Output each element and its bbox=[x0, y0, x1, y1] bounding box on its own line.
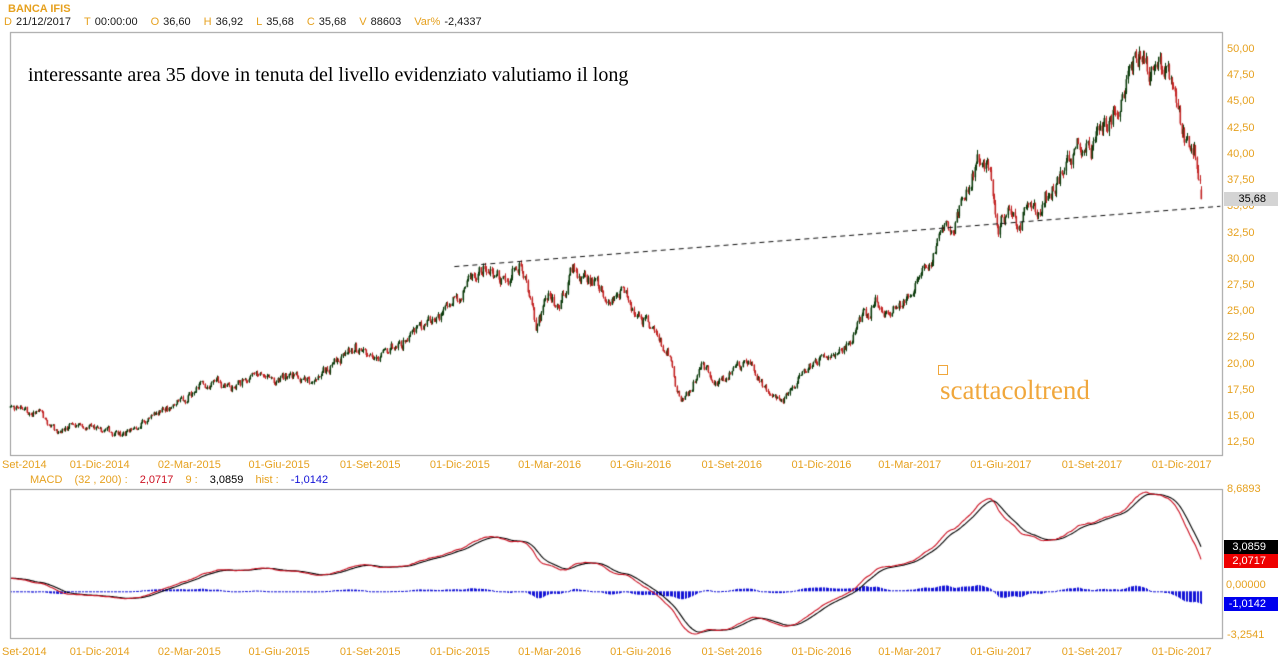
date-axis-label: 01-Dic-2015 bbox=[429, 459, 490, 471]
macd-hist-tag: -1,0142 bbox=[1224, 597, 1278, 611]
date-axis-label: 01-Dic-2017 bbox=[1151, 459, 1212, 471]
quote-field: T 00:00:00 bbox=[84, 16, 138, 28]
quote-field-value: 88603 bbox=[370, 16, 402, 28]
date-axis-label: 01-Giu-2016 bbox=[610, 459, 672, 471]
price-axis-label: 40,00 bbox=[1227, 147, 1255, 160]
macd-axis-zero-label: 0,00000 bbox=[1226, 579, 1266, 591]
quote-field-label: T bbox=[84, 16, 91, 28]
quote-field-label: O bbox=[150, 16, 160, 28]
date-axis-label: 01-Mar-2016 bbox=[518, 646, 582, 658]
quote-field-label: C bbox=[306, 16, 315, 28]
macd-signal-prefix: 9 : bbox=[185, 474, 198, 486]
date-axis-label: 01-Set-2016 bbox=[701, 646, 763, 658]
chart-annotation-text: interessante area 35 dove in tenuta del … bbox=[28, 64, 629, 86]
date-axis-label: 01-Giu-2017 bbox=[970, 459, 1032, 471]
watermark-square-icon bbox=[938, 365, 948, 375]
quote-field-value: 36,60 bbox=[163, 16, 191, 28]
date-axis-label: 01-Dic-2014 bbox=[69, 646, 130, 658]
date-axis-label: 01-Giu-2015 bbox=[248, 646, 310, 658]
quote-field: L 35,68 bbox=[256, 16, 294, 28]
macd-value: 2,0717 bbox=[139, 474, 174, 486]
date-axis-label: 01-Dic-2014 bbox=[69, 459, 130, 471]
quote-field: D 21/12/2017 bbox=[4, 16, 71, 28]
date-axis-label: Set-2014 bbox=[2, 646, 47, 658]
price-axis-label: 30,00 bbox=[1227, 252, 1255, 265]
price-axis-label: 27,50 bbox=[1227, 278, 1255, 291]
quote-field-label: D bbox=[4, 16, 12, 28]
quote-field-value: 35,68 bbox=[318, 16, 347, 28]
date-axis-label: Set-2014 bbox=[2, 459, 47, 471]
price-axis-label: 37,50 bbox=[1227, 174, 1255, 187]
price-axis-label: 22,50 bbox=[1227, 331, 1255, 344]
price-axis-label: 50,00 bbox=[1227, 43, 1255, 55]
date-axis-label: 01-Giu-2016 bbox=[610, 646, 672, 658]
price-axis-label: 47,50 bbox=[1227, 69, 1255, 82]
date-axis-label: 01-Set-2015 bbox=[339, 459, 401, 471]
quote-field: V 88603 bbox=[359, 16, 401, 28]
quote-field-value: -2,4337 bbox=[444, 16, 482, 28]
date-axis-label: 02-Mar-2015 bbox=[157, 459, 221, 471]
date-axis-label: 01-Giu-2015 bbox=[248, 459, 310, 471]
date-axis-label: 01-Dic-2016 bbox=[791, 459, 852, 471]
macd-axis-max-label: 8,6893 bbox=[1227, 483, 1261, 495]
macd-title: MACD bbox=[30, 474, 63, 486]
price-axis-label: 32,50 bbox=[1227, 226, 1255, 239]
price-axis-label: 17,50 bbox=[1227, 383, 1255, 396]
date-axis-label: 01-Dic-2017 bbox=[1151, 646, 1212, 658]
quote-field-label: V bbox=[359, 16, 367, 28]
date-axis-label: 01-Giu-2017 bbox=[970, 646, 1032, 658]
quote-field-value: 00:00:00 bbox=[94, 16, 138, 28]
macd-hist-prefix: hist : bbox=[255, 474, 279, 486]
quote-field: Var% -2,4337 bbox=[414, 16, 481, 28]
price-axis-label: 25,00 bbox=[1227, 305, 1255, 318]
macd-axis-min-label: -3,2541 bbox=[1227, 629, 1265, 641]
date-axis-label: 01-Set-2015 bbox=[339, 646, 401, 658]
macd-indicator-header: MACD (32 , 200) : 2,0717 9 : 3,0859 hist… bbox=[30, 474, 337, 486]
date-axis-label: 01-Set-2017 bbox=[1061, 646, 1123, 658]
quote-field: O 36,60 bbox=[151, 16, 191, 28]
date-axis-label: 02-Mar-2015 bbox=[157, 646, 221, 658]
macd-signal-value: 3,0859 bbox=[209, 474, 244, 486]
date-axis-label: 01-Dic-2016 bbox=[791, 646, 852, 658]
macd-signal-tag: 3,0859 bbox=[1224, 540, 1278, 554]
macd-hist-value: -1,0142 bbox=[290, 474, 329, 486]
price-axis-label: 12,50 bbox=[1227, 436, 1255, 449]
symbol-title: BANCA IFIS bbox=[8, 3, 71, 15]
quote-field-value: 36,92 bbox=[215, 16, 244, 28]
date-axis-label: 01-Mar-2017 bbox=[878, 646, 942, 658]
quote-field-value: 35,68 bbox=[266, 16, 294, 28]
quote-field-label: H bbox=[203, 16, 212, 28]
date-axis-label: 01-Mar-2016 bbox=[518, 459, 582, 471]
price-axis-label: 42,50 bbox=[1227, 121, 1255, 134]
quote-field-label: L bbox=[256, 16, 263, 28]
date-axis-label: 01-Mar-2017 bbox=[878, 459, 942, 471]
quote-field: C 35,68 bbox=[307, 16, 346, 28]
date-axis-label: 01-Dic-2015 bbox=[429, 646, 490, 658]
date-axis-label: 01-Set-2016 bbox=[701, 459, 763, 471]
watermark-text: scattacoltrend bbox=[940, 375, 1090, 405]
price-axis-label: 15,00 bbox=[1227, 410, 1255, 423]
macd-value-tag: 2,0717 bbox=[1224, 554, 1278, 568]
quote-field: H 36,92 bbox=[204, 16, 243, 28]
price-axis-label: 20,00 bbox=[1227, 357, 1255, 370]
price-axis-label: 45,00 bbox=[1227, 95, 1255, 108]
quote-info-bar: D 21/12/2017 T 00:00:00 O 36,60 H 36,92 L 35,68 C 3… bbox=[4, 16, 495, 28]
quote-field-label: Var% bbox=[414, 16, 441, 28]
quote-field-value: 21/12/2017 bbox=[15, 16, 72, 28]
macd-params: (32 , 200) : bbox=[74, 474, 128, 486]
last-price-tag: 35,68 bbox=[1224, 192, 1278, 206]
date-axis-label: 01-Set-2017 bbox=[1061, 459, 1123, 471]
